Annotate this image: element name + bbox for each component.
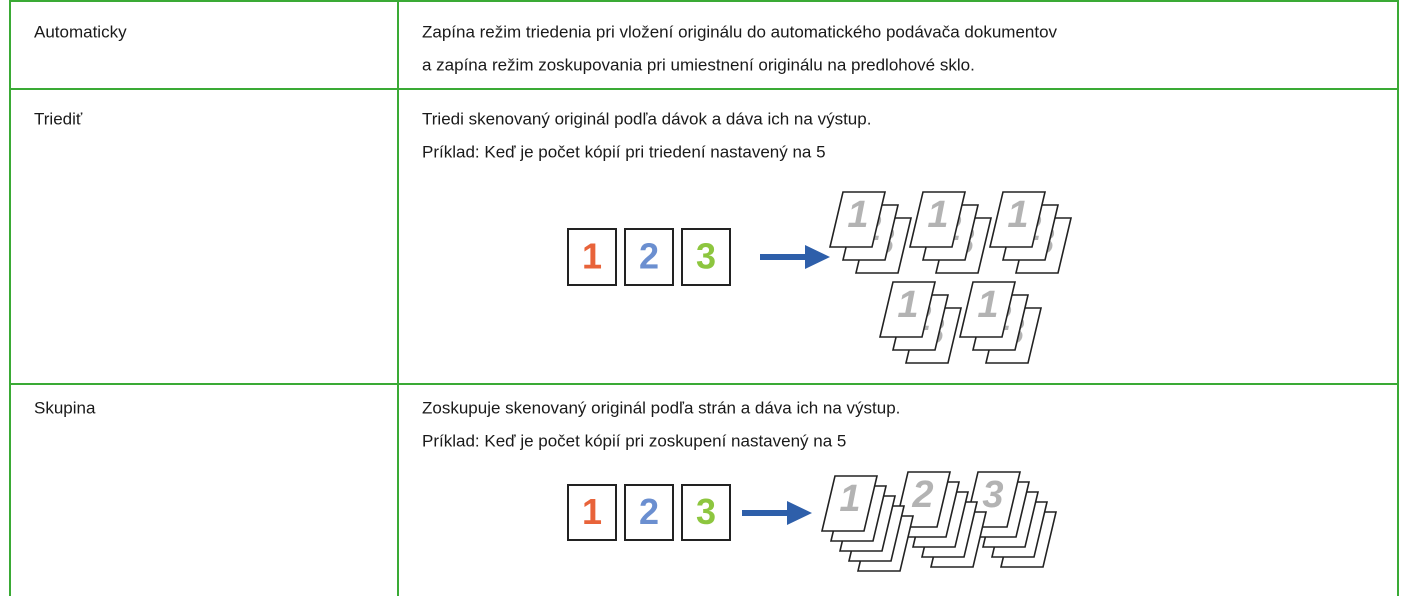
arrow [742, 501, 812, 525]
output-sheet [958, 281, 1017, 338]
row-description: Príklad: Keď je počet kópií pri triedení… [422, 142, 826, 161]
row-description: a zapína režim zoskupovania pri umiestne… [422, 55, 975, 74]
output-sheet-number: 1 [839, 478, 860, 520]
row-label: Automaticky [34, 22, 127, 41]
row-description: Zapína režim triedenia pri vložení origi… [422, 22, 1058, 41]
output-sheet [820, 475, 879, 532]
original-page-number: 1 [582, 491, 602, 532]
arrow [760, 245, 830, 269]
output-sheet-number: 1 [1007, 194, 1028, 236]
output-sheet [908, 191, 967, 248]
output-sheet-number: 1 [847, 194, 868, 236]
output-sheet [878, 281, 937, 338]
output-sheet-number: 3 [982, 474, 1003, 516]
output-sheet-number: 1 [977, 284, 998, 326]
row-label: Skupina [34, 398, 96, 417]
row-description: Triedi skenovaný originál podľa dávok a … [422, 109, 871, 128]
original-page-number: 1 [582, 236, 602, 277]
row-description: Zoskupuje skenovaný originál podľa strán… [422, 398, 900, 417]
output-sheet [828, 191, 887, 248]
original-page-number: 3 [696, 236, 716, 277]
output-sheet-number: 1 [897, 284, 918, 326]
original-page-number: 2 [639, 491, 659, 532]
original-page [681, 484, 731, 541]
original-page [624, 484, 674, 541]
output-sheet-number: 1 [927, 194, 948, 236]
row-description: Príklad: Keď je počet kópií pri zoskupen… [422, 431, 846, 450]
original-page-number: 2 [639, 236, 659, 277]
row-label: Triediť [34, 109, 83, 128]
original-page [567, 228, 617, 286]
original-page [681, 228, 731, 286]
output-sheet-number: 2 [911, 474, 933, 516]
original-page-number: 3 [696, 491, 716, 532]
original-page [624, 228, 674, 286]
original-page [567, 484, 617, 541]
output-sheet [988, 191, 1047, 248]
